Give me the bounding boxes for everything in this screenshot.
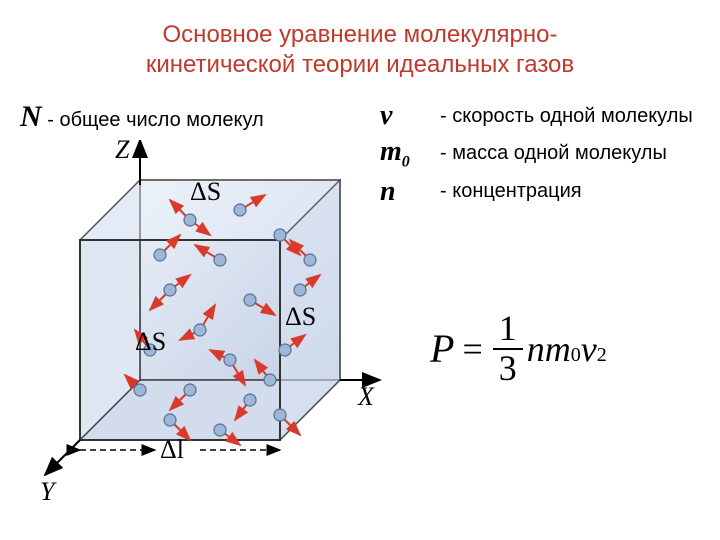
delta-s-right: ΔS — [285, 302, 316, 331]
definitions-right: v - скорость одной молекулы m0 - масса о… — [380, 100, 693, 212]
page-title: Основное уравнение молекулярно- кинетиче… — [0, 0, 720, 80]
def-v-text: скорость одной молекулы — [452, 105, 693, 128]
formula-P: P — [430, 325, 454, 372]
def-m0-text: масса одной молекулы — [452, 142, 667, 165]
axis-x-label: X — [357, 382, 375, 411]
cube-svg: Z X Y ΔS ΔS ΔS Δl — [40, 140, 400, 520]
definition-m0: m0 - масса одной молекулы — [380, 136, 693, 172]
formula-num: 1 — [493, 310, 523, 350]
definition-n: n - концентрация — [380, 176, 693, 208]
def-n-text: концентрация — [452, 180, 581, 203]
main-formula: P = 1 3 nm0v2 — [430, 310, 607, 388]
dash: - — [440, 105, 447, 128]
definition-N: N - общее число молекул — [20, 100, 264, 134]
cube-diagram: Z X Y ΔS ΔS ΔS Δl — [40, 140, 400, 520]
axis-z-label: Z — [115, 140, 130, 164]
title-line2: кинетической теории идеальных газов — [0, 50, 720, 80]
formula-den: 3 — [493, 350, 523, 388]
formula-rest: nm0v2 — [527, 328, 607, 370]
symbol-N: N — [20, 100, 42, 133]
formula-fraction: 1 3 — [493, 310, 523, 388]
def-N-text: общее число молекул — [59, 109, 263, 131]
delta-l-label: Δl — [160, 435, 184, 464]
axis-y-label: Y — [40, 477, 57, 506]
delta-s-front: ΔS — [135, 327, 166, 356]
symbol-v: v — [380, 100, 440, 132]
dash: - — [440, 180, 447, 203]
dash: - — [440, 142, 447, 165]
title-line1: Основное уравнение молекулярно- — [0, 20, 720, 50]
dash: - — [47, 109, 54, 131]
delta-s-top: ΔS — [190, 177, 221, 206]
definition-v: v - скорость одной молекулы — [380, 100, 693, 132]
formula-eq: = — [462, 328, 482, 370]
